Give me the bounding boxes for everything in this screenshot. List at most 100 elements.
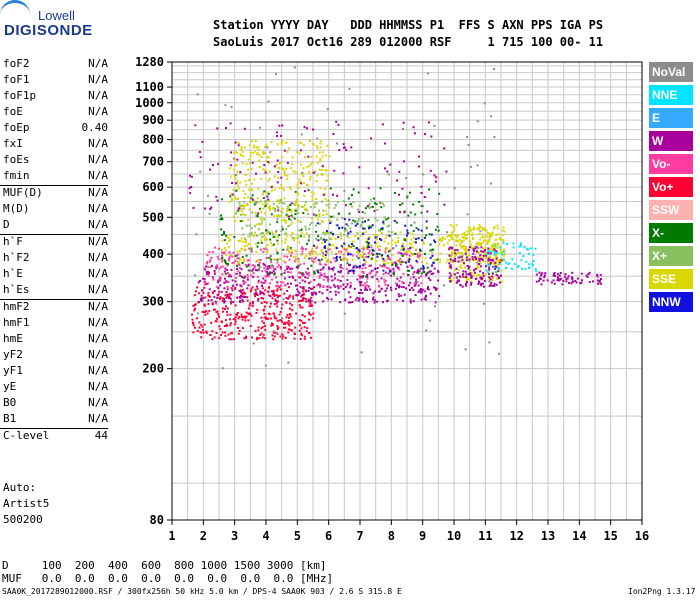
echo-point bbox=[316, 253, 319, 256]
echo-point bbox=[287, 323, 290, 325]
echo-point bbox=[395, 244, 398, 247]
echo-point bbox=[220, 214, 222, 217]
echo-point bbox=[357, 257, 360, 260]
echo-point bbox=[357, 191, 360, 194]
echo-point bbox=[273, 315, 276, 318]
echo-point bbox=[412, 126, 415, 129]
echo-point bbox=[571, 271, 574, 274]
echo-point bbox=[479, 262, 482, 265]
echo-point bbox=[384, 279, 387, 282]
echo-point bbox=[250, 188, 253, 191]
echo-point bbox=[247, 196, 250, 199]
echo-point bbox=[487, 247, 490, 250]
echo-point bbox=[299, 276, 302, 279]
echo-point bbox=[240, 213, 243, 216]
echo-point bbox=[276, 332, 279, 335]
echo-point bbox=[451, 261, 454, 263]
echo-point bbox=[372, 253, 374, 256]
echo-point bbox=[327, 175, 330, 178]
echo-point bbox=[347, 291, 350, 294]
echo-point bbox=[463, 231, 466, 234]
echo-point bbox=[244, 336, 247, 339]
echo-point bbox=[449, 224, 452, 227]
echo-point bbox=[498, 260, 500, 263]
echo-point bbox=[189, 192, 192, 195]
param-value: N/A bbox=[88, 283, 108, 296]
echo-point bbox=[276, 305, 279, 308]
echo-point bbox=[384, 265, 387, 268]
echo-point bbox=[558, 279, 561, 282]
echo-point bbox=[300, 247, 303, 250]
echo-point bbox=[289, 313, 292, 316]
echo-point bbox=[460, 255, 463, 258]
echo-point bbox=[350, 146, 353, 149]
echo-point bbox=[232, 301, 235, 303]
echo-point bbox=[348, 218, 351, 221]
echo-point bbox=[402, 299, 404, 302]
echo-point bbox=[229, 195, 232, 198]
echo-point bbox=[224, 277, 226, 280]
echo-point bbox=[381, 123, 384, 126]
echo-point bbox=[304, 280, 307, 283]
echo-point bbox=[576, 277, 579, 280]
echo-point bbox=[343, 299, 346, 302]
echo-point bbox=[474, 247, 477, 250]
echo-point bbox=[448, 254, 451, 257]
echo-point bbox=[477, 247, 480, 250]
echo-point bbox=[210, 321, 213, 324]
echo-point bbox=[325, 204, 328, 207]
echo-point bbox=[337, 212, 340, 215]
echo-point bbox=[456, 252, 459, 255]
echo-point bbox=[243, 196, 246, 199]
y-tick-label: 500 bbox=[142, 210, 164, 224]
echo-point bbox=[528, 263, 531, 266]
echo-point bbox=[321, 168, 323, 171]
echo-point bbox=[352, 245, 355, 247]
echo-point bbox=[249, 325, 252, 327]
echo-point bbox=[376, 300, 379, 303]
echo-point bbox=[302, 248, 305, 250]
echo-point bbox=[244, 241, 247, 244]
echo-point bbox=[324, 233, 327, 236]
echo-point bbox=[366, 277, 369, 280]
echo-point bbox=[448, 248, 451, 251]
echo-point bbox=[261, 193, 264, 196]
echo-point bbox=[328, 155, 331, 158]
echo-point bbox=[263, 293, 266, 296]
echo-point bbox=[302, 287, 305, 290]
echo-point bbox=[248, 224, 251, 227]
echo-point bbox=[276, 199, 279, 202]
echo-point bbox=[451, 259, 453, 262]
y-tick-label: 1000 bbox=[135, 96, 164, 110]
echo-point bbox=[347, 236, 350, 239]
echo-point bbox=[476, 267, 478, 270]
echo-point bbox=[520, 242, 522, 245]
echo-point bbox=[192, 324, 195, 327]
echo-point bbox=[336, 278, 339, 281]
echo-point bbox=[343, 242, 346, 245]
echo-point bbox=[216, 285, 219, 288]
echo-point bbox=[263, 146, 266, 149]
echo-point bbox=[318, 260, 321, 263]
echo-point bbox=[381, 231, 384, 234]
echo-point bbox=[308, 251, 311, 253]
echo-point bbox=[490, 115, 492, 118]
echo-point bbox=[345, 149, 348, 152]
echo-point bbox=[254, 211, 257, 214]
echo-point bbox=[491, 272, 494, 275]
echo-point bbox=[324, 240, 326, 243]
echo-point bbox=[291, 163, 294, 165]
echo-point bbox=[264, 212, 266, 215]
echo-point bbox=[359, 277, 362, 280]
echo-point bbox=[218, 325, 221, 328]
echo-point bbox=[459, 284, 462, 286]
echo-point bbox=[294, 255, 297, 258]
echo-point bbox=[309, 223, 312, 226]
echo-point bbox=[302, 167, 305, 170]
echo-point bbox=[430, 233, 433, 236]
echo-point bbox=[379, 264, 382, 267]
echo-point bbox=[224, 267, 227, 270]
echo-point bbox=[384, 249, 387, 252]
echo-point bbox=[281, 337, 284, 340]
echo-point bbox=[345, 258, 348, 261]
